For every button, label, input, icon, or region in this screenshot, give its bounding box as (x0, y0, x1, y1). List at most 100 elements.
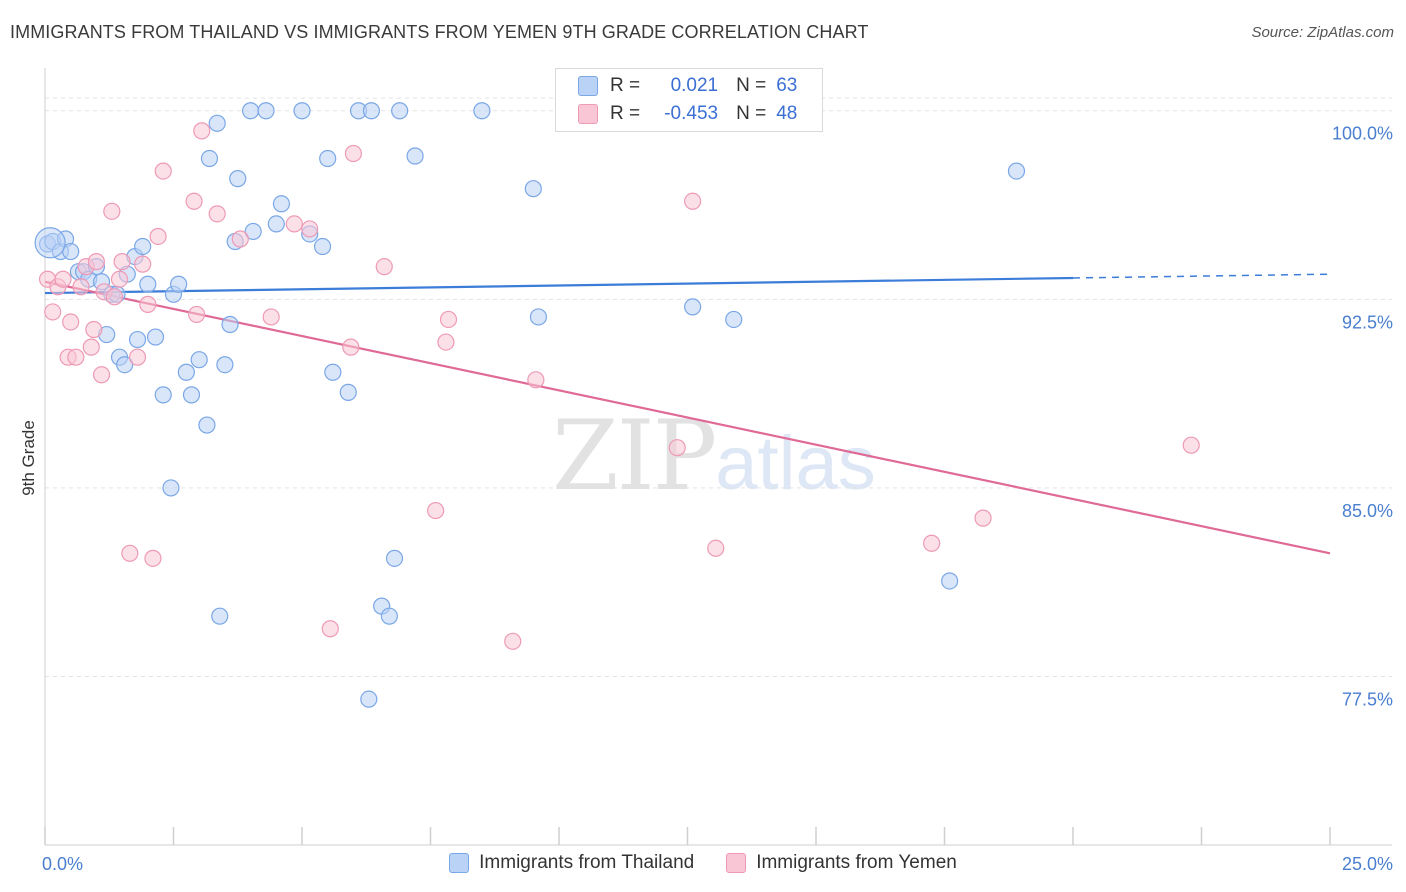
point-yemen (321, 620, 339, 638)
point-yemen (134, 255, 152, 273)
legend-swatch-thailand (449, 853, 470, 873)
legend-r-label: R = (610, 103, 641, 124)
point-yemen (85, 320, 103, 339)
x-tick-label: 25.0% (1342, 854, 1393, 874)
point-thailand (198, 416, 216, 434)
point-thailand (1007, 162, 1026, 180)
point-thailand (182, 386, 201, 404)
grid-lines (45, 97, 1392, 678)
point-thailand (941, 572, 959, 590)
point-yemen (67, 348, 85, 366)
point-yemen (139, 295, 157, 313)
point-yemen (54, 270, 72, 288)
point-thailand (216, 356, 234, 374)
point-thailand (229, 170, 247, 188)
point-thailand (139, 275, 157, 293)
axes (44, 68, 1392, 846)
point-yemen (82, 338, 100, 356)
point-yemen (285, 215, 303, 233)
point-thailand (162, 479, 180, 497)
point-yemen (527, 371, 545, 389)
point-thailand (208, 114, 226, 132)
point-thailand (313, 237, 332, 256)
point-yemen (974, 509, 992, 527)
trend-line-yemen (44, 280, 1331, 555)
point-thailand (391, 102, 409, 120)
point-yemen (375, 258, 393, 276)
point-thailand (211, 607, 229, 625)
point-yemen (437, 333, 455, 351)
point-yemen (113, 253, 131, 271)
legend-r-value: -0.453 (664, 103, 719, 124)
point-yemen (344, 144, 362, 163)
legend-swatch-yemen (726, 853, 747, 873)
source-credit: Source: ZipAtlas.com (1251, 24, 1394, 41)
point-yemen (208, 205, 226, 223)
point-thailand (257, 102, 275, 120)
point-yemen (72, 278, 90, 296)
legend-n-label: N = (736, 103, 767, 124)
legend-swatch-thailand (578, 76, 598, 96)
point-thailand (134, 237, 152, 256)
chart-title: IMMIGRANTS FROM THAILAND VS IMMIGRANTS F… (10, 22, 869, 42)
point-yemen (439, 310, 458, 329)
point-thailand (221, 315, 239, 334)
point-yemen (110, 270, 129, 288)
y-tick-label: 100.0% (1332, 124, 1393, 144)
point-yemen (684, 192, 702, 210)
point-thailand (190, 351, 208, 369)
point-yemen (342, 338, 360, 356)
point-thailand (170, 275, 188, 293)
point-yemen (128, 348, 147, 366)
y-axis-label: 9th Grade (19, 420, 38, 496)
point-yemen (193, 122, 211, 140)
point-yemen (44, 303, 62, 321)
legend-swatch-yemen (578, 104, 598, 124)
point-thailand (319, 149, 337, 168)
point-yemen (231, 230, 249, 248)
point-yemen (62, 313, 80, 331)
point-yemen (185, 192, 203, 210)
y-tick-label: 85.0% (1342, 501, 1393, 521)
point-yemen (427, 501, 445, 520)
point-yemen (121, 544, 139, 562)
point-thailand (293, 102, 311, 120)
point-yemen (149, 227, 167, 246)
trend-line-thailand (44, 276, 1074, 295)
point-thailand (524, 180, 542, 198)
watermark-atlas: atlas (715, 421, 876, 506)
point-thailand (339, 383, 357, 401)
point-thailand (362, 102, 380, 120)
point-yemen (188, 305, 206, 324)
point-thailand (177, 363, 195, 381)
point-yemen (301, 220, 319, 238)
point-thailand (154, 386, 172, 404)
point-thailand (360, 690, 378, 708)
point-yemen (1182, 436, 1200, 454)
correlation-legend: R = 0.021 N = 63 R = -0.453 N = 48 (555, 68, 823, 132)
point-thailand (116, 356, 134, 374)
x-tick-label: 0.0% (42, 854, 83, 874)
series-legend: Immigrants from Thailand Immigrants from… (0, 852, 1406, 874)
legend-n-label: N = (736, 75, 767, 96)
y-tick-label: 92.5% (1342, 312, 1393, 332)
trend-lines (44, 273, 1331, 555)
data-points (34, 102, 1200, 708)
point-thailand (684, 298, 702, 316)
legend-label-thailand: Immigrants from Thailand (479, 852, 695, 873)
point-thailand-cluster (34, 227, 66, 259)
tick-labels: 77.5% 85.0% 92.5% 100.0% 0.0% 25.0% (42, 124, 1393, 874)
y-tick-label: 77.5% (1342, 690, 1393, 710)
point-thailand (385, 549, 404, 567)
point-thailand (128, 330, 147, 349)
point-thailand (272, 195, 291, 213)
point-thailand (244, 222, 262, 241)
point-thailand (324, 363, 342, 381)
point-yemen (154, 162, 172, 180)
point-yemen (92, 366, 111, 384)
point-yemen (262, 308, 280, 326)
point-thailand (200, 149, 219, 168)
legend-item-thailand: Immigrants from Thailand (449, 852, 694, 874)
point-thailand (380, 607, 398, 625)
point-yemen (144, 549, 162, 567)
